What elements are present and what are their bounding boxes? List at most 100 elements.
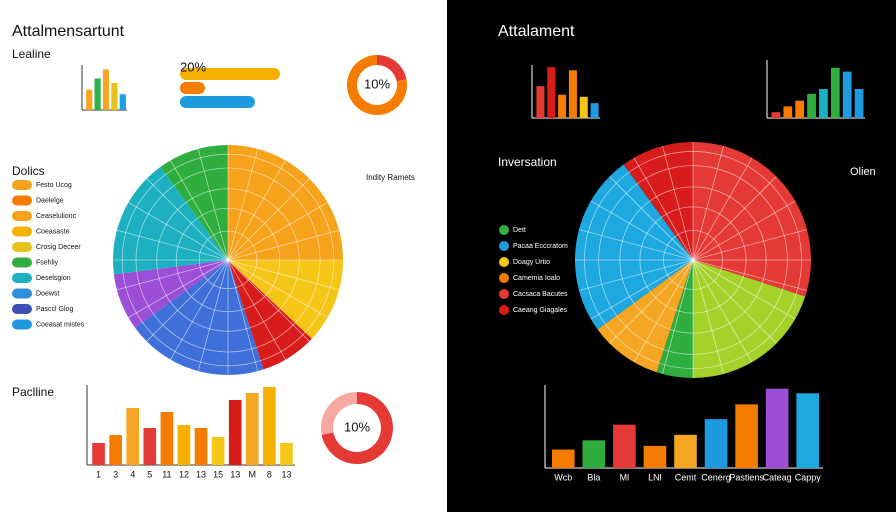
bar bbox=[796, 393, 820, 468]
legend-swatch bbox=[12, 195, 32, 206]
bar bbox=[536, 86, 545, 118]
legend-label: Cacsaca Bacutes bbox=[513, 291, 568, 298]
annotation: 20% bbox=[180, 59, 206, 74]
bar bbox=[551, 449, 575, 468]
legend-label: Fsehliy bbox=[36, 259, 59, 266]
web-spoke bbox=[227, 229, 340, 261]
x-tick-label: LNl bbox=[648, 472, 662, 482]
x-tick-label: Cemt bbox=[675, 472, 697, 482]
web-spoke bbox=[692, 259, 808, 291]
chart-title: Lealine bbox=[12, 47, 51, 61]
legend-swatch bbox=[12, 226, 32, 237]
bar bbox=[819, 89, 828, 118]
bar bbox=[160, 412, 174, 465]
bar bbox=[245, 393, 259, 465]
bar bbox=[579, 96, 588, 118]
web-spoke bbox=[692, 176, 777, 261]
x-tick-label: 5 bbox=[147, 469, 152, 479]
pie-slice bbox=[228, 260, 312, 370]
panel-title: Attalmensartunt bbox=[12, 23, 125, 40]
web-spoke bbox=[227, 148, 259, 261]
center-label: 10% bbox=[364, 76, 390, 91]
x-tick-label: 4 bbox=[130, 469, 135, 479]
web-spoke bbox=[146, 259, 229, 342]
legend-label: Doagy Urtio bbox=[513, 259, 550, 266]
bar bbox=[765, 388, 789, 468]
chart-title: Inversation bbox=[498, 155, 557, 169]
side-text: Indity Ramets bbox=[366, 173, 415, 182]
legend-label: Coeasat mistes bbox=[36, 321, 85, 328]
legend-swatch bbox=[499, 257, 509, 267]
legend-label: Caeang Giagales bbox=[513, 307, 568, 314]
bar bbox=[111, 83, 118, 110]
donut-segment bbox=[377, 55, 407, 82]
web-spoke bbox=[692, 229, 808, 261]
web-spoke bbox=[227, 202, 328, 261]
x-tick-label: 1 bbox=[96, 469, 101, 479]
bar bbox=[119, 94, 126, 110]
legend-swatch bbox=[499, 305, 509, 315]
web-spoke bbox=[227, 259, 259, 372]
web-spoke bbox=[197, 148, 229, 261]
bar bbox=[830, 67, 840, 118]
web-spoke bbox=[128, 259, 229, 318]
web-spoke bbox=[170, 259, 229, 360]
web-spoke bbox=[227, 259, 286, 360]
legend-label: Coeasaste bbox=[36, 228, 70, 235]
x-tick-label: Cenerg bbox=[701, 472, 731, 482]
web-spoke bbox=[227, 259, 310, 342]
legend-swatch bbox=[499, 241, 509, 251]
bar bbox=[558, 94, 567, 118]
legend-swatch bbox=[12, 211, 32, 221]
donut-segment bbox=[347, 55, 407, 115]
x-tick-label: Wcb bbox=[554, 472, 572, 482]
web-spoke bbox=[116, 229, 229, 261]
x-tick-label: 11 bbox=[162, 469, 171, 479]
bar bbox=[94, 78, 101, 110]
x-tick-label: Cateag bbox=[763, 472, 792, 482]
bar bbox=[102, 69, 110, 110]
legend-label: Festo Ucog bbox=[36, 182, 72, 189]
web-spoke bbox=[170, 160, 229, 261]
bar bbox=[735, 404, 758, 468]
legend-label: Deselsgion bbox=[36, 275, 71, 282]
legend-swatch bbox=[12, 319, 32, 330]
x-tick-label: M bbox=[249, 469, 257, 479]
bar bbox=[92, 443, 105, 465]
bar bbox=[582, 440, 606, 468]
web-spoke bbox=[692, 259, 724, 375]
web-spoke bbox=[116, 259, 229, 291]
bar bbox=[613, 424, 636, 468]
web-spoke bbox=[692, 259, 796, 320]
x-tick-label: 12 bbox=[179, 469, 189, 479]
bar bbox=[771, 112, 781, 118]
legend-label: Crosig Deceer bbox=[36, 244, 81, 251]
legend-swatch bbox=[499, 225, 509, 235]
web-spoke bbox=[692, 200, 796, 261]
chart-title: Dolics bbox=[12, 164, 45, 178]
legend-label: Doewst bbox=[36, 290, 59, 297]
web-spoke bbox=[146, 178, 229, 261]
bar bbox=[211, 437, 225, 465]
legend-swatch bbox=[12, 273, 32, 283]
x-tick-label: Pastiens bbox=[729, 472, 764, 482]
bar bbox=[228, 400, 242, 465]
bar bbox=[568, 70, 577, 118]
legend-swatch bbox=[12, 180, 32, 190]
web-spoke bbox=[609, 176, 694, 261]
legend-label: Daelelge bbox=[36, 197, 64, 204]
pie-slice bbox=[597, 260, 693, 373]
web-spoke bbox=[662, 145, 694, 261]
web-spoke bbox=[662, 259, 694, 375]
web-spoke bbox=[633, 259, 694, 363]
bar bbox=[795, 100, 805, 118]
pie-slice bbox=[113, 166, 228, 275]
bar bbox=[280, 443, 293, 465]
x-tick-label: 13 bbox=[196, 469, 206, 479]
pie-slice bbox=[228, 260, 343, 339]
legend-swatch bbox=[12, 304, 32, 314]
web-spoke bbox=[692, 259, 777, 344]
bar bbox=[590, 103, 599, 118]
panel-title: Attalament bbox=[498, 23, 575, 40]
